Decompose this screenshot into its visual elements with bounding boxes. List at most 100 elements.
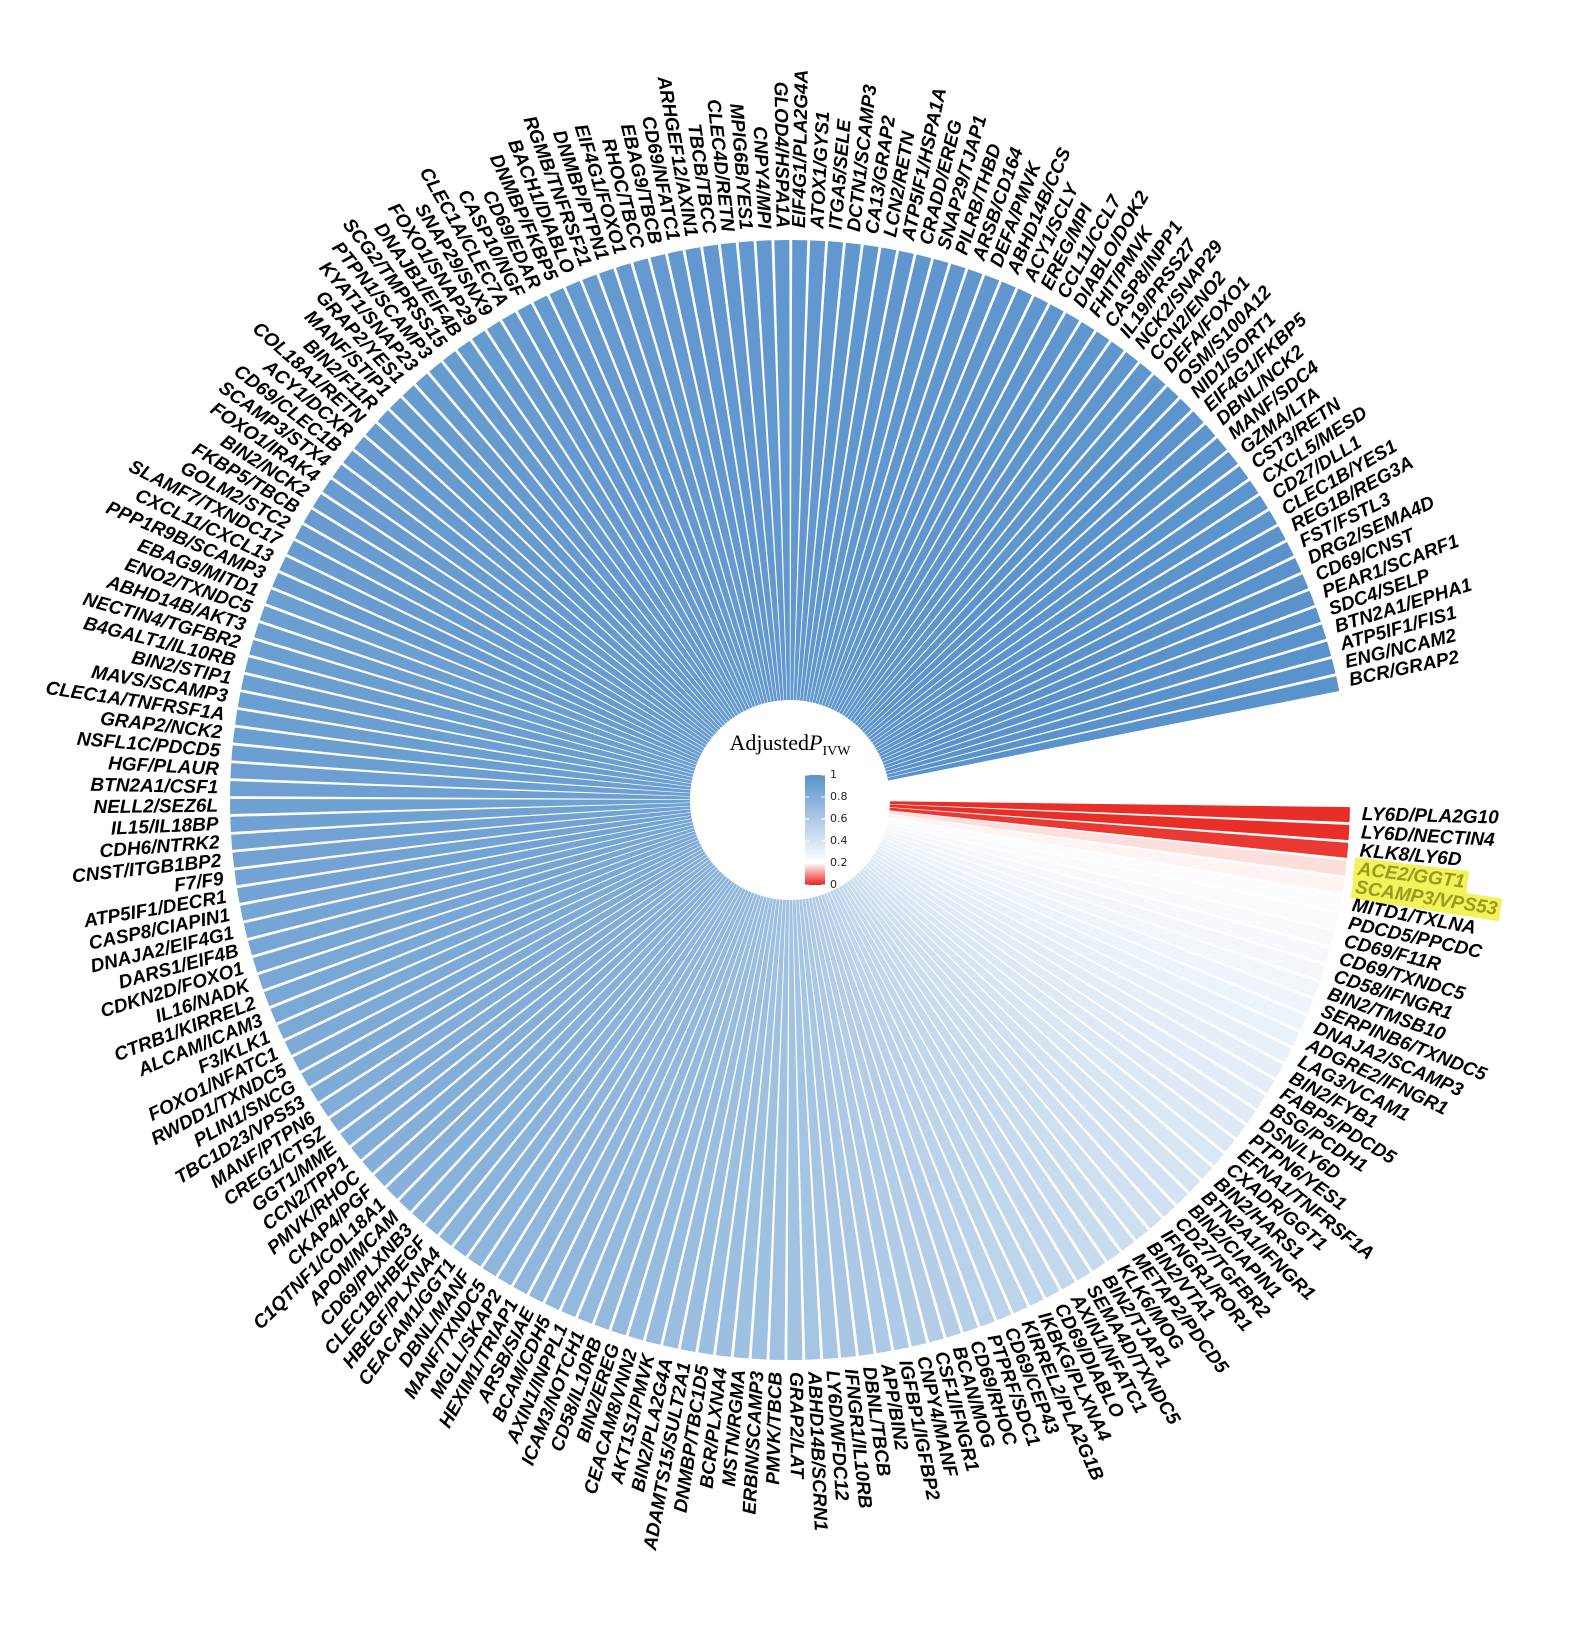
bar	[292, 846, 703, 1071]
bar	[824, 275, 1000, 708]
bar	[790, 240, 808, 701]
bar	[377, 410, 719, 733]
label-group: CNPY4/MPI	[749, 126, 775, 230]
bar	[884, 624, 1327, 772]
bar	[855, 374, 1166, 726]
bar	[889, 810, 1347, 876]
bar	[887, 820, 1339, 929]
bar	[885, 641, 1332, 775]
bar	[857, 386, 1179, 728]
bar	[809, 250, 914, 703]
bar	[849, 878, 1135, 1251]
bar	[412, 873, 725, 1224]
bar	[869, 858, 1246, 1138]
bar	[279, 556, 700, 759]
legend-title-var: P	[808, 730, 822, 755]
bar	[805, 898, 892, 1354]
bar	[235, 709, 692, 787]
bar	[854, 874, 1162, 1229]
bar	[234, 812, 692, 886]
bar	[861, 868, 1201, 1193]
bar	[875, 510, 1278, 751]
bar	[295, 524, 703, 754]
bar	[821, 269, 983, 707]
bar	[799, 899, 857, 1358]
labels: LY6D/PLA2G10LY6D/NECTIN4KLK8/LY6DACE2/GG…	[44, 70, 1503, 1553]
bar	[663, 897, 770, 1349]
bar	[272, 572, 699, 762]
bar	[846, 880, 1120, 1262]
bar	[792, 899, 821, 1360]
bar	[865, 863, 1224, 1166]
bar	[471, 330, 736, 718]
bar	[429, 362, 728, 724]
center-disc	[692, 702, 888, 898]
bar	[457, 340, 733, 720]
bar	[577, 892, 755, 1324]
bar	[258, 831, 696, 990]
bar	[231, 806, 691, 850]
bar	[386, 869, 720, 1199]
bar	[467, 881, 735, 1267]
bar	[513, 886, 743, 1295]
bar	[685, 247, 774, 702]
bar	[821, 894, 978, 1333]
category-label: BTN2A1/CSF1	[90, 775, 218, 799]
bar	[230, 763, 691, 797]
bar	[812, 254, 932, 704]
bar	[817, 895, 961, 1338]
bar	[787, 899, 803, 1360]
bar	[851, 876, 1149, 1240]
bar	[839, 312, 1080, 715]
bar	[864, 424, 1216, 735]
bar	[633, 258, 765, 705]
legend-tick-label: 0.6	[830, 812, 848, 825]
bar	[374, 866, 718, 1187]
bar	[850, 352, 1139, 722]
bar	[615, 263, 762, 705]
bar	[351, 862, 714, 1160]
bar	[244, 657, 694, 778]
bar	[882, 590, 1315, 766]
bar	[856, 872, 1176, 1217]
bar	[231, 745, 691, 793]
bar	[847, 341, 1124, 720]
bar	[310, 851, 706, 1102]
bar	[883, 832, 1320, 998]
label-group: GLOD4/HSPA1A	[770, 82, 793, 229]
category-label: LY6D/PLA2G10	[1362, 804, 1500, 829]
bar	[873, 495, 1269, 748]
bar	[611, 894, 761, 1336]
label-highlight	[1352, 857, 1470, 895]
bar	[859, 398, 1192, 731]
bar	[582, 274, 756, 708]
bar	[443, 351, 731, 722]
category-label: EIF4G1/PLA2G4A	[789, 70, 813, 229]
bar	[824, 893, 995, 1327]
bar	[439, 877, 730, 1246]
bar	[733, 899, 783, 1359]
bar	[389, 397, 721, 731]
bar	[529, 888, 746, 1303]
bar	[241, 674, 693, 781]
bar	[270, 837, 699, 1023]
bar	[889, 804, 1350, 841]
category-label: GLOD4/HSPA1A	[770, 82, 793, 229]
bar	[827, 891, 1012, 1321]
colorbar	[805, 775, 825, 885]
bar	[793, 240, 826, 701]
bar	[879, 841, 1300, 1047]
bar	[838, 886, 1076, 1290]
bar	[319, 854, 708, 1117]
bar	[425, 875, 727, 1235]
bar	[871, 855, 1256, 1124]
bar	[859, 870, 1188, 1205]
legend-tick-label: 0.4	[830, 834, 848, 847]
category-label: GRAP2/LAT	[785, 1372, 807, 1480]
bar	[549, 288, 750, 710]
bar	[868, 451, 1238, 740]
legend-tick-label: 0.2	[830, 856, 848, 869]
bar	[887, 676, 1340, 781]
bar	[841, 884, 1091, 1281]
